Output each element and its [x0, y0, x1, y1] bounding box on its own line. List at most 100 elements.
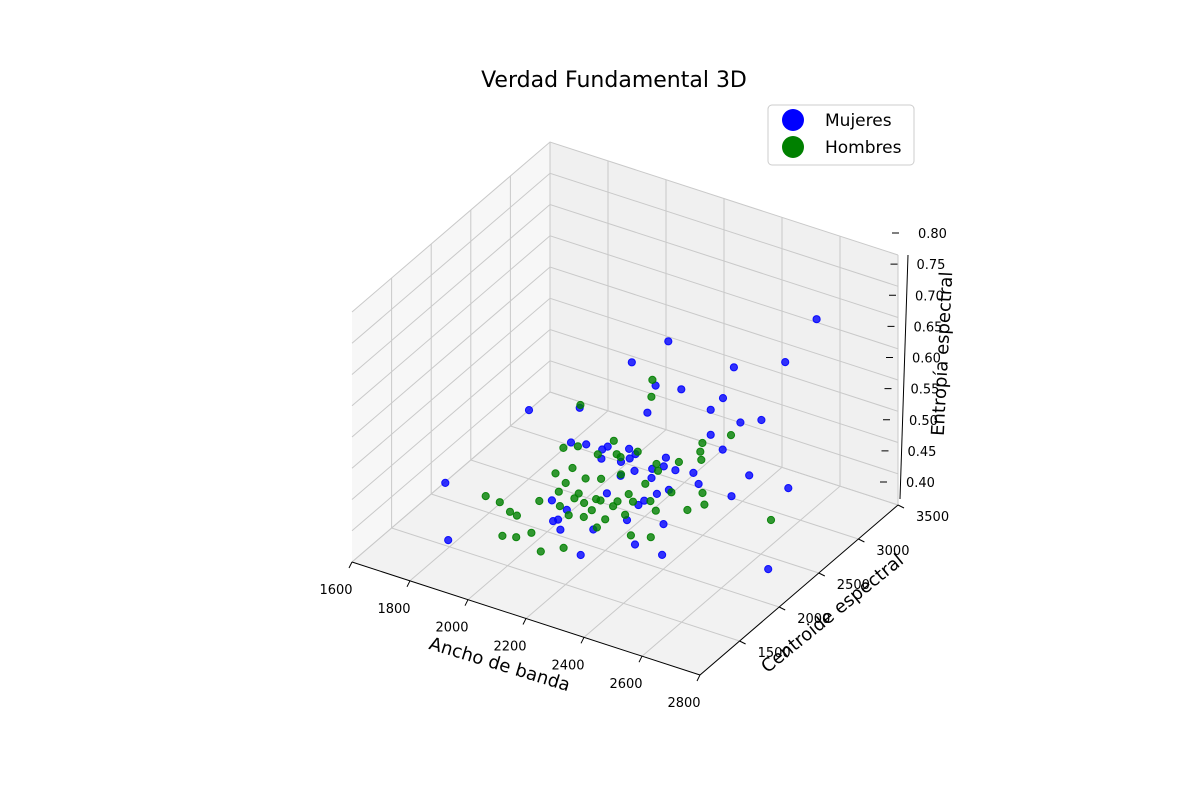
grid-lines [351, 141, 899, 676]
data-point-hombres [597, 474, 606, 483]
z-tick-label: 0.60 [912, 352, 941, 367]
x-tick-label: 1600 [319, 583, 352, 598]
data-point-mujeres [630, 466, 639, 475]
y-tick-label: 3500 [916, 510, 949, 525]
data-point-mujeres [781, 358, 790, 367]
y-tick-mark [858, 538, 865, 543]
data-point-mujeres [784, 484, 793, 493]
x-tick-label: 2200 [493, 640, 526, 655]
data-point-hombres [698, 438, 707, 448]
data-point-mujeres [444, 536, 453, 545]
data-point-hombres [653, 466, 663, 475]
data-point-hombres [505, 507, 515, 516]
data-point-hombres [559, 443, 568, 452]
data-point-hombres [568, 463, 577, 473]
data-point-mujeres [812, 315, 821, 324]
x-tick-mark [522, 618, 527, 625]
data-point-hombres [609, 436, 618, 445]
data-point-mujeres [582, 440, 591, 449]
data-point-mujeres [566, 438, 576, 447]
data-point-hombres [621, 510, 630, 519]
legend-frame [767, 104, 915, 166]
grid-line-z [351, 235, 899, 407]
x-tick-mark [580, 637, 585, 644]
y-tick-label: 3000 [876, 544, 909, 559]
z-tick-label: 0.70 [915, 289, 944, 304]
data-point-mujeres [706, 430, 715, 439]
x-tick-mark [348, 561, 353, 569]
data-point-hombres [592, 523, 602, 532]
y-tick-mark [897, 504, 905, 509]
legend-label-mujeres: Mujeres [825, 111, 892, 131]
data-point-hombres [726, 431, 736, 440]
y-tick-mark [739, 640, 746, 645]
data-point-hombres [587, 506, 596, 515]
legend-label-hombres: Hombres [825, 138, 902, 158]
data-point-mujeres [706, 405, 715, 414]
grid-line-z [351, 391, 899, 563]
data-point-mujeres [643, 408, 652, 417]
data-point-hombres [495, 498, 504, 507]
data-point-mujeres [547, 496, 557, 505]
data-point-mujeres [630, 540, 640, 549]
data-point-hombres [580, 498, 589, 508]
data-point-mujeres [694, 479, 703, 489]
data-point-mujeres [524, 406, 534, 415]
y-tick-mark [778, 606, 786, 611]
grid-line-z [351, 172, 899, 344]
axis-lines [348, 232, 909, 682]
z-tick-label: 0.55 [911, 383, 940, 398]
y-tick-mark [818, 572, 826, 577]
grid-line-z [351, 203, 899, 375]
data-point-mujeres [647, 473, 656, 483]
data-point-mujeres [677, 385, 686, 394]
data-point-mujeres [576, 550, 585, 560]
data-point-hombres [651, 506, 660, 515]
data-point-hombres [527, 528, 536, 537]
data-point-hombres [579, 512, 588, 522]
data-point-mujeres [671, 466, 680, 475]
data-point-hombres [616, 453, 625, 462]
x-tick-mark [464, 599, 469, 606]
data-point-hombres [593, 450, 602, 459]
data-point-hombres [624, 490, 633, 499]
data-point-hombres [561, 478, 570, 488]
data-point-hombres [601, 515, 610, 524]
data-point-hombres [512, 533, 521, 542]
y-tick-label: 1500 [758, 646, 791, 661]
data-point-mujeres [625, 454, 634, 463]
data-point-hombres [559, 543, 568, 553]
x-tick-mark [406, 580, 411, 588]
legend: Mujeres Hombres [767, 104, 915, 166]
data-point-mujeres [659, 462, 668, 471]
z-tick-label: 0.40 [906, 476, 935, 491]
x-tick-label: 2400 [551, 658, 584, 673]
data-point-mujeres [689, 468, 698, 477]
data-point-hombres [536, 547, 545, 556]
data-point-hombres [576, 400, 585, 410]
data-point-mujeres [627, 358, 636, 367]
y-tick-label: 2000 [797, 612, 830, 627]
data-point-mujeres [764, 565, 773, 574]
data-point-mujeres [718, 394, 728, 403]
data-point-mujeres [556, 525, 565, 534]
legend-marker-mujeres [782, 109, 804, 131]
data-point-mujeres [664, 337, 673, 346]
data-point-mujeres [652, 489, 662, 498]
data-point-hombres [498, 531, 507, 541]
z-tick-label: 0.75 [917, 258, 946, 273]
data-point-mujeres [602, 489, 612, 498]
z-tick-label: 0.50 [909, 414, 938, 429]
x-tick-label: 2000 [435, 621, 468, 636]
z-axis-line [899, 254, 909, 500]
grid-line-z [351, 360, 899, 532]
z-tick-label: 0.65 [914, 320, 943, 335]
data-point-hombres [564, 511, 573, 520]
tick-labels: 1600 1800 2000 2200 2400 2600 2800 1500 2000 2500… [319, 227, 949, 711]
grid-line-z [351, 328, 899, 500]
data-point-mujeres [625, 444, 634, 453]
data-point-hombres [512, 511, 522, 520]
data-point-hombres [652, 459, 661, 469]
data-point-hombres [647, 392, 656, 401]
